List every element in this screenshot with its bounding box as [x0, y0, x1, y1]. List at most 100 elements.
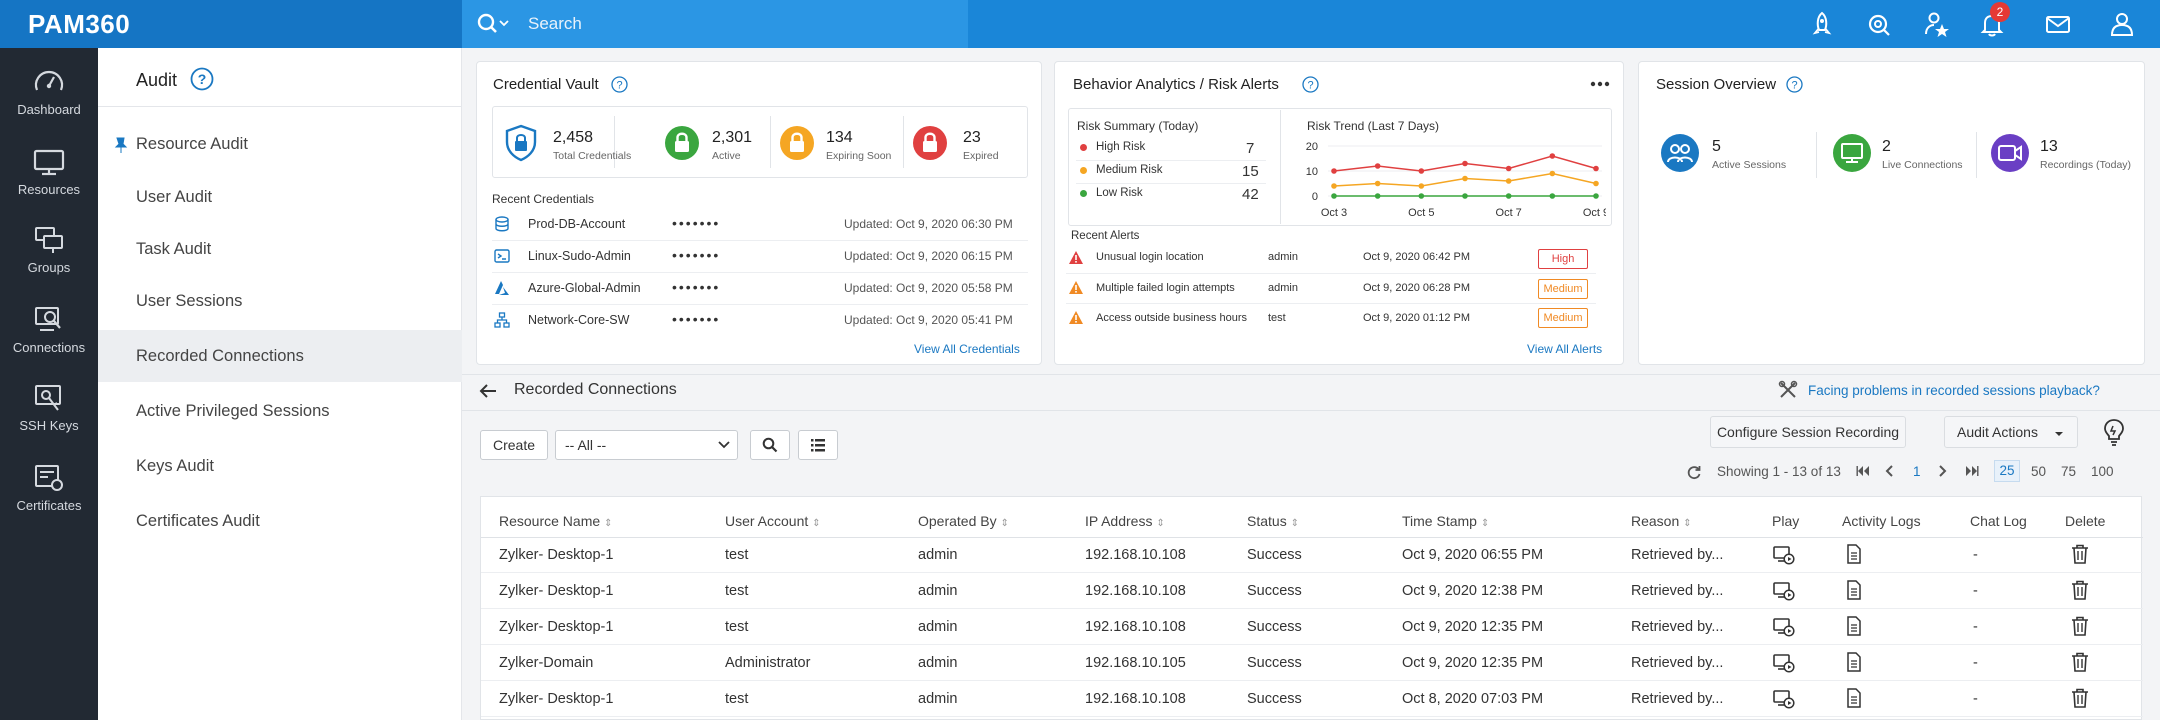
activity-log-icon[interactable] — [1846, 580, 1862, 600]
playback-help-link[interactable]: Facing problems in recorded sessions pla… — [1808, 383, 2100, 398]
activity-log-icon[interactable] — [1846, 616, 1862, 636]
nav-connections[interactable]: Connections — [0, 294, 98, 374]
page-size-option[interactable]: 50 — [2031, 464, 2047, 479]
back-arrow-icon[interactable] — [478, 382, 498, 400]
delete-icon[interactable] — [2071, 580, 2089, 600]
help-icon[interactable]: ? — [1786, 76, 1803, 93]
activity-log-icon[interactable] — [1846, 544, 1862, 564]
help-icon[interactable]: ? — [190, 67, 214, 91]
star-user-icon[interactable] — [1922, 10, 1950, 38]
svg-text:?: ? — [198, 71, 207, 87]
column-header[interactable]: Status ⇕ — [1247, 513, 1299, 529]
search-icon[interactable] — [476, 12, 510, 36]
stat-label: Expired — [963, 150, 999, 162]
help-icon[interactable]: ? — [1302, 76, 1319, 93]
first-page-icon[interactable] — [1856, 465, 1870, 477]
view-all-credentials-link[interactable]: View All Credentials — [914, 342, 1020, 356]
play-recording-icon[interactable] — [1773, 653, 1795, 673]
table-row[interactable]: Zylker- Desktop-1 test admin 192.168.10.108… — [481, 681, 2143, 717]
cell-resource[interactable]: Zylker- Desktop-1 — [499, 691, 614, 707]
user-icon[interactable] — [2108, 10, 2136, 38]
more-options-icon[interactable] — [1590, 80, 1610, 88]
mail-icon[interactable] — [2044, 10, 2072, 38]
credential-name[interactable]: Azure-Global-Admin — [528, 281, 641, 295]
cell-reason: Retrieved by... — [1631, 691, 1724, 707]
credential-name[interactable]: Network-Core-SW — [528, 313, 630, 327]
play-recording-icon[interactable] — [1773, 689, 1795, 709]
alert-user: test — [1268, 312, 1286, 324]
search-button[interactable] — [750, 430, 790, 460]
submenu-item-recorded-connections[interactable]: Recorded Connections — [98, 330, 462, 382]
data-point — [1374, 193, 1381, 199]
cell-resource[interactable]: Zylker-Domain — [499, 655, 594, 671]
filter-select[interactable]: -- All -- — [555, 430, 738, 460]
settings-sync-icon[interactable] — [1864, 10, 1892, 38]
next-page-icon[interactable] — [1938, 465, 1948, 477]
delete-icon[interactable] — [2071, 616, 2089, 636]
play-recording-icon[interactable] — [1773, 581, 1795, 601]
divider — [903, 116, 904, 168]
credential-name[interactable]: Prod-DB-Account — [528, 217, 626, 231]
risk-value: 7 — [1246, 140, 1255, 157]
alert-text[interactable]: Access outside business hours — [1096, 312, 1248, 324]
delete-icon[interactable] — [2071, 652, 2089, 672]
risk-label: High Risk — [1096, 141, 1146, 153]
nav-certificates[interactable]: Certificates — [0, 452, 98, 532]
credential-name[interactable]: Linux-Sudo-Admin — [528, 249, 631, 263]
prev-page-icon[interactable] — [1884, 465, 1894, 477]
cell-resource[interactable]: Zylker- Desktop-1 — [499, 583, 614, 599]
submenu-item-task-audit[interactable]: Task Audit — [136, 240, 212, 258]
submenu-item-certificates-audit[interactable]: Certificates Audit — [136, 512, 260, 530]
nav-ssh-keys[interactable]: SSH Keys — [0, 372, 98, 452]
cell-resource[interactable]: Zylker- Desktop-1 — [499, 547, 614, 563]
delete-icon[interactable] — [2071, 688, 2089, 708]
column-header[interactable]: Resource Name ⇕ — [499, 513, 613, 529]
submenu-item-user-sessions[interactable]: User Sessions — [136, 292, 243, 310]
audit-actions-dropdown[interactable]: Audit Actions — [1944, 416, 2078, 448]
play-recording-icon[interactable] — [1773, 545, 1795, 565]
configure-session-recording-button[interactable]: Configure Session Recording — [1710, 416, 1906, 448]
page-size-option-selected[interactable]: 25 — [1994, 460, 2020, 482]
play-recording-icon[interactable] — [1773, 617, 1795, 637]
lightbulb-icon[interactable] — [2102, 418, 2126, 446]
risk-box — [1068, 108, 1612, 226]
cell-operated: admin — [918, 691, 958, 707]
column-header[interactable]: User Account ⇕ — [725, 513, 821, 529]
column-header[interactable]: Time Stamp ⇕ — [1402, 513, 1490, 529]
stat-label: Expiring Soon — [826, 150, 892, 162]
submenu-item-keys-audit[interactable]: Keys Audit — [136, 457, 214, 475]
current-page[interactable]: 1 — [1913, 464, 1921, 479]
column-header[interactable]: Operated By ⇕ — [918, 513, 1009, 529]
table-row[interactable]: Zylker-Domain Administrator admin 192.168.1… — [481, 645, 2143, 681]
alert-text[interactable]: Unusual login location — [1096, 251, 1204, 263]
column-header: Activity Logs — [1842, 513, 1921, 529]
stat-value: 134 — [826, 129, 853, 146]
app-logo[interactable]: PAM360 — [0, 0, 462, 48]
activity-log-icon[interactable] — [1846, 688, 1862, 708]
view-all-alerts-link[interactable]: View All Alerts — [1527, 342, 1603, 356]
submenu-item-user-audit[interactable]: User Audit — [136, 188, 213, 206]
column-header[interactable]: Reason ⇕ — [1631, 513, 1692, 529]
submenu-item-active-privileged-sessions[interactable]: Active Privileged Sessions — [136, 402, 330, 420]
activity-log-icon[interactable] — [1846, 652, 1862, 672]
create-button[interactable]: Create — [480, 430, 548, 460]
table-row[interactable]: Zylker- Desktop-1 test admin 192.168.10.108… — [481, 609, 2143, 645]
nav-dashboard[interactable]: Dashboard — [0, 56, 98, 136]
delete-icon[interactable] — [2071, 544, 2089, 564]
data-point — [1418, 193, 1425, 199]
refresh-icon[interactable] — [1686, 464, 1702, 480]
search-input[interactable]: Search — [462, 0, 968, 48]
cell-resource[interactable]: Zylker- Desktop-1 — [499, 619, 614, 635]
nav-resources[interactable]: Resources — [0, 136, 98, 216]
page-size-option[interactable]: 75 — [2061, 464, 2077, 479]
table-row[interactable]: Zylker- Desktop-1 test admin 192.168.10.108… — [481, 573, 2143, 609]
rocket-icon[interactable] — [1808, 10, 1836, 38]
last-page-icon[interactable] — [1965, 465, 1979, 477]
alert-text[interactable]: Multiple failed login attempts — [1096, 282, 1235, 294]
help-icon[interactable]: ? — [611, 76, 628, 93]
column-header[interactable]: IP Address ⇕ — [1085, 513, 1165, 529]
table-row[interactable]: Zylker- Desktop-1 test admin 192.168.10.108… — [481, 537, 2143, 573]
submenu-item-resource-audit[interactable]: Resource Audit — [136, 135, 248, 153]
nav-groups[interactable]: Groups — [0, 214, 98, 294]
page-size-option[interactable]: 100 — [2091, 464, 2114, 479]
